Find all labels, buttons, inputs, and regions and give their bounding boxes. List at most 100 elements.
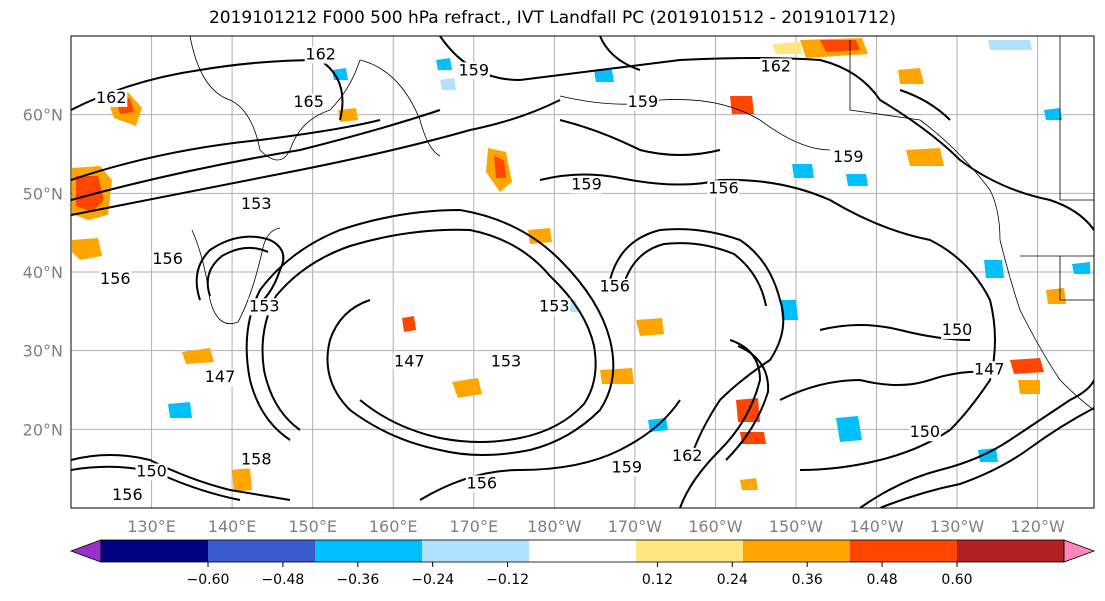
- colorbar-extend-low: [69, 539, 102, 563]
- contour-label: 162: [672, 446, 703, 465]
- contour-label-bg: [111, 487, 144, 505]
- contour-label-bg: [99, 270, 132, 288]
- colorbar-tick-label: −0.60: [187, 572, 230, 588]
- contour-label-bg: [489, 353, 522, 371]
- contour-label: 153: [539, 296, 570, 315]
- lon-label: 140°W: [849, 517, 904, 536]
- contour-label-bg: [626, 93, 659, 111]
- plot-title: 2019101212 F000 500 hPa refract., IVT La…: [208, 8, 896, 28]
- contour-label-bg: [151, 251, 184, 269]
- contour-label: 162: [96, 88, 127, 107]
- lat-label: 60°N: [23, 106, 63, 125]
- contour-label-bg: [248, 298, 281, 316]
- contour-label-bg: [707, 180, 740, 198]
- latitude-labels: 60°N 50°N 40°N 30°N 20°N: [23, 106, 63, 440]
- colorbar-tick-label: 0.48: [867, 572, 898, 588]
- contour-label-bg: [832, 148, 865, 166]
- colorbar-extend-high: [1063, 539, 1096, 563]
- contour-labels: 162 165 162 159 159 162 159 156 159 153 156 156 156 1…: [95, 45, 1006, 505]
- colorbar-tick-label: −0.36: [336, 572, 379, 588]
- contour-label-bg: [393, 353, 426, 371]
- colorbar: [69, 539, 1096, 563]
- contour-label-bg: [759, 58, 792, 76]
- contour-label-bg: [908, 424, 941, 442]
- lon-label: 120°W: [1010, 517, 1065, 536]
- colorbar-segment: [850, 540, 958, 562]
- contour-label-bg: [304, 46, 337, 64]
- lon-label: 150°E: [288, 517, 337, 536]
- contour-label: 156: [467, 473, 498, 492]
- colorbar-segment: [957, 540, 1065, 562]
- colorbar-segment: [636, 540, 744, 562]
- lon-label: 170°E: [449, 517, 498, 536]
- contour-label-bg: [973, 361, 1006, 379]
- colorbar-segment: [422, 540, 530, 562]
- contour-label: 158: [241, 450, 272, 469]
- contour-label-bg: [465, 475, 498, 493]
- contour-label: 150: [136, 462, 167, 481]
- contour-label: 159: [571, 174, 602, 193]
- lon-label: 150°W: [769, 517, 824, 536]
- contour-label-bg: [598, 278, 631, 296]
- colorbar-tick-label: 0.36: [792, 572, 823, 588]
- colorbar-tick-label: 0.24: [717, 572, 748, 588]
- contour-label: 162: [761, 56, 792, 75]
- contour-label-bg: [457, 62, 490, 80]
- contour-label: 150: [910, 422, 941, 441]
- colorbar-tick-label: 0.12: [642, 572, 673, 588]
- contour-label: 159: [612, 458, 643, 477]
- contour-label: 165: [293, 92, 324, 111]
- colorbar-ticks: −0.60 −0.48 −0.36 −0.24 −0.12 0.12 0.24 0.36 0.4…: [187, 562, 973, 588]
- contour-label-bg: [135, 463, 168, 481]
- contour-label: 147: [394, 351, 425, 370]
- contour-label: 156: [100, 269, 131, 288]
- contour-label: 159: [833, 147, 864, 166]
- colorbar-tick-label: −0.12: [486, 572, 529, 588]
- contour-label: 156: [152, 249, 183, 268]
- lon-label: 180°W: [527, 517, 582, 536]
- map-frame: [70, 35, 1095, 509]
- contour-label: 153: [491, 351, 522, 370]
- contour-label-bg: [204, 369, 237, 387]
- colorbar-tick-label: −0.24: [411, 572, 454, 588]
- colorbar-tick-label: −0.48: [261, 572, 304, 588]
- lon-label: 140°E: [208, 517, 257, 536]
- contour-label-bg: [941, 321, 974, 339]
- contour-label-bg: [292, 93, 325, 111]
- lon-label: 130°E: [127, 517, 176, 536]
- contour-label-bg: [95, 89, 128, 107]
- colorbar-segment: [208, 540, 316, 562]
- colorbar-tick-label: 0.60: [941, 572, 972, 588]
- colorbar-segment: [743, 540, 851, 562]
- contour-label-bg: [240, 196, 273, 214]
- contour-label-bg: [570, 176, 603, 194]
- contour-label: 150: [942, 320, 973, 339]
- colorbar-segment: [529, 540, 637, 562]
- lat-label: 20°N: [23, 420, 63, 439]
- contour-label: 159: [458, 60, 489, 79]
- contour-label: 156: [708, 178, 739, 197]
- contour-label: 162: [305, 45, 336, 64]
- contour-label-bg: [671, 447, 704, 465]
- longitude-labels: 130°E 140°E 150°E 160°E 170°E 180°W 170°W 160°W…: [127, 517, 1065, 536]
- lon-label: 160°E: [369, 517, 418, 536]
- contour-label-bg: [610, 459, 643, 477]
- lon-label: 160°W: [688, 517, 743, 536]
- contour-label: 159: [628, 92, 659, 111]
- anomaly-shading: [72, 38, 1090, 492]
- lat-label: 40°N: [23, 263, 63, 282]
- contour-label: 156: [599, 277, 630, 296]
- colorbar-frame: [100, 539, 1065, 563]
- contour-label: 147: [205, 367, 236, 386]
- lon-label: 170°W: [608, 517, 663, 536]
- contour-label: 153: [241, 194, 272, 213]
- colorbar-segment: [315, 540, 423, 562]
- contour-label: 156: [112, 485, 143, 504]
- lat-label: 30°N: [23, 342, 63, 361]
- contour-label: 153: [249, 296, 280, 315]
- lat-label: 50°N: [23, 184, 63, 203]
- contour-label: 147: [974, 359, 1005, 378]
- contour-label-bg: [240, 451, 273, 469]
- lon-label: 130°W: [930, 517, 985, 536]
